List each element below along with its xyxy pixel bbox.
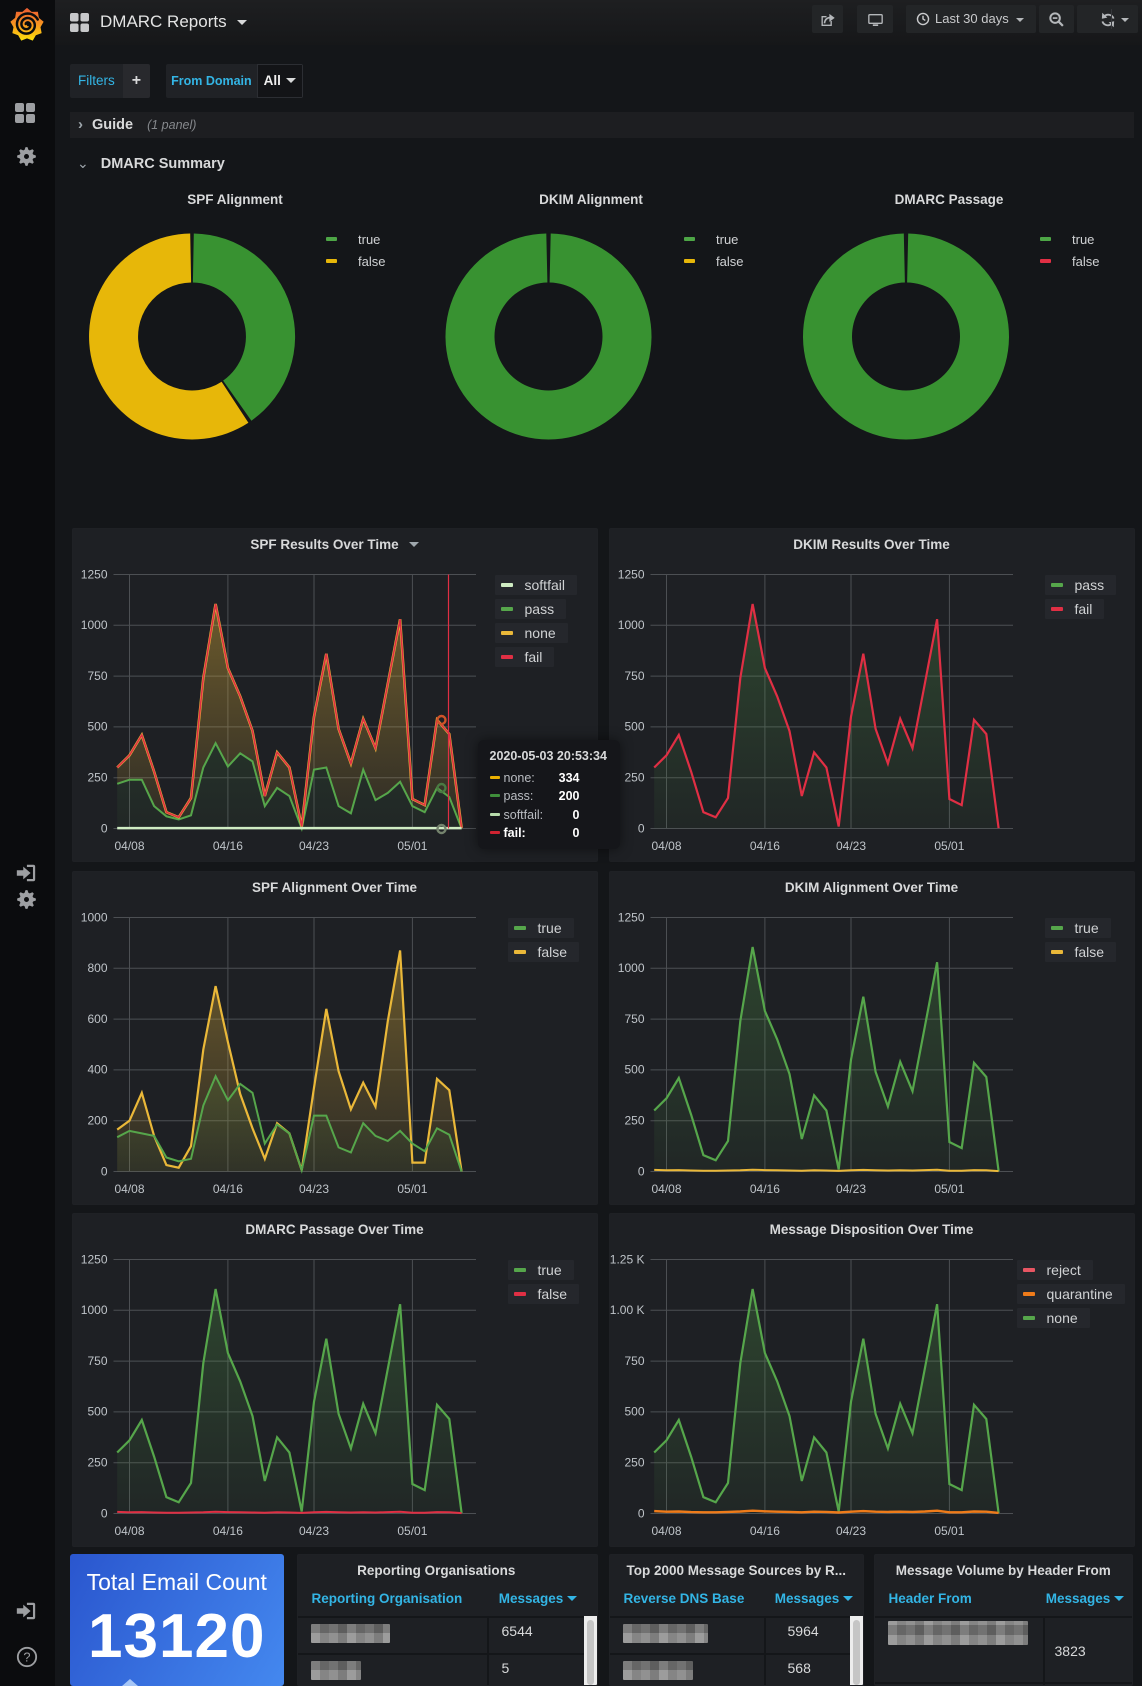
svg-text:0: 0 — [100, 821, 107, 835]
svg-text:250: 250 — [87, 1456, 107, 1470]
svg-text:1000: 1000 — [80, 1303, 107, 1317]
svg-text:1250: 1250 — [80, 1252, 107, 1266]
svg-text:05/01: 05/01 — [934, 839, 964, 853]
svg-text:600: 600 — [87, 1012, 107, 1026]
svg-text:04/23: 04/23 — [298, 839, 328, 853]
svg-text:04/08: 04/08 — [114, 1524, 144, 1538]
svg-text:04/23: 04/23 — [835, 1182, 865, 1196]
svg-text:0: 0 — [637, 821, 644, 835]
svg-text:1250: 1250 — [617, 567, 644, 581]
svg-text:1000: 1000 — [80, 618, 107, 632]
svg-text:04/16: 04/16 — [749, 1524, 779, 1538]
svg-text:?: ? — [23, 1650, 30, 1665]
svg-text:750: 750 — [87, 1354, 107, 1368]
svg-text:05/01: 05/01 — [397, 1182, 427, 1196]
svg-text:750: 750 — [624, 1012, 644, 1026]
svg-text:750: 750 — [624, 1354, 644, 1368]
svg-text:05/01: 05/01 — [934, 1182, 964, 1196]
svg-text:1000: 1000 — [80, 910, 107, 924]
svg-text:750: 750 — [624, 669, 644, 683]
svg-text:250: 250 — [624, 1114, 644, 1128]
svg-text:200: 200 — [87, 1114, 107, 1128]
svg-text:1250: 1250 — [617, 910, 644, 924]
svg-text:04/08: 04/08 — [114, 1182, 144, 1196]
svg-text:04/16: 04/16 — [212, 1524, 242, 1538]
svg-text:04/23: 04/23 — [298, 1524, 328, 1538]
svg-text:400: 400 — [87, 1063, 107, 1077]
svg-text:500: 500 — [87, 720, 107, 734]
svg-text:750: 750 — [87, 669, 107, 683]
svg-text:0: 0 — [100, 1506, 107, 1520]
svg-text:250: 250 — [624, 1456, 644, 1470]
svg-text:04/08: 04/08 — [114, 839, 144, 853]
svg-text:1250: 1250 — [80, 567, 107, 581]
svg-text:1000: 1000 — [617, 961, 644, 975]
svg-text:0: 0 — [637, 1506, 644, 1520]
svg-text:0: 0 — [100, 1164, 107, 1178]
svg-text:250: 250 — [87, 771, 107, 785]
svg-text:04/23: 04/23 — [298, 1182, 328, 1196]
svg-text:05/01: 05/01 — [397, 1524, 427, 1538]
svg-text:04/08: 04/08 — [651, 839, 681, 853]
svg-text:05/01: 05/01 — [934, 1524, 964, 1538]
svg-text:1000: 1000 — [617, 618, 644, 632]
svg-text:04/23: 04/23 — [835, 839, 865, 853]
svg-text:04/16: 04/16 — [212, 1182, 242, 1196]
svg-text:04/16: 04/16 — [212, 839, 242, 853]
svg-text:0: 0 — [637, 1164, 644, 1178]
svg-text:04/23: 04/23 — [835, 1524, 865, 1538]
svg-text:1.00 K: 1.00 K — [610, 1303, 645, 1317]
svg-text:04/08: 04/08 — [651, 1182, 681, 1196]
svg-text:500: 500 — [624, 1405, 644, 1419]
svg-text:05/01: 05/01 — [397, 839, 427, 853]
svg-text:1.25 K: 1.25 K — [610, 1252, 645, 1266]
svg-text:500: 500 — [624, 1063, 644, 1077]
svg-text:04/16: 04/16 — [749, 839, 779, 853]
svg-text:04/08: 04/08 — [651, 1524, 681, 1538]
svg-text:04/16: 04/16 — [749, 1182, 779, 1196]
svg-text:500: 500 — [87, 1405, 107, 1419]
svg-text:250: 250 — [624, 771, 644, 785]
svg-text:500: 500 — [624, 720, 644, 734]
svg-text:800: 800 — [87, 961, 107, 975]
